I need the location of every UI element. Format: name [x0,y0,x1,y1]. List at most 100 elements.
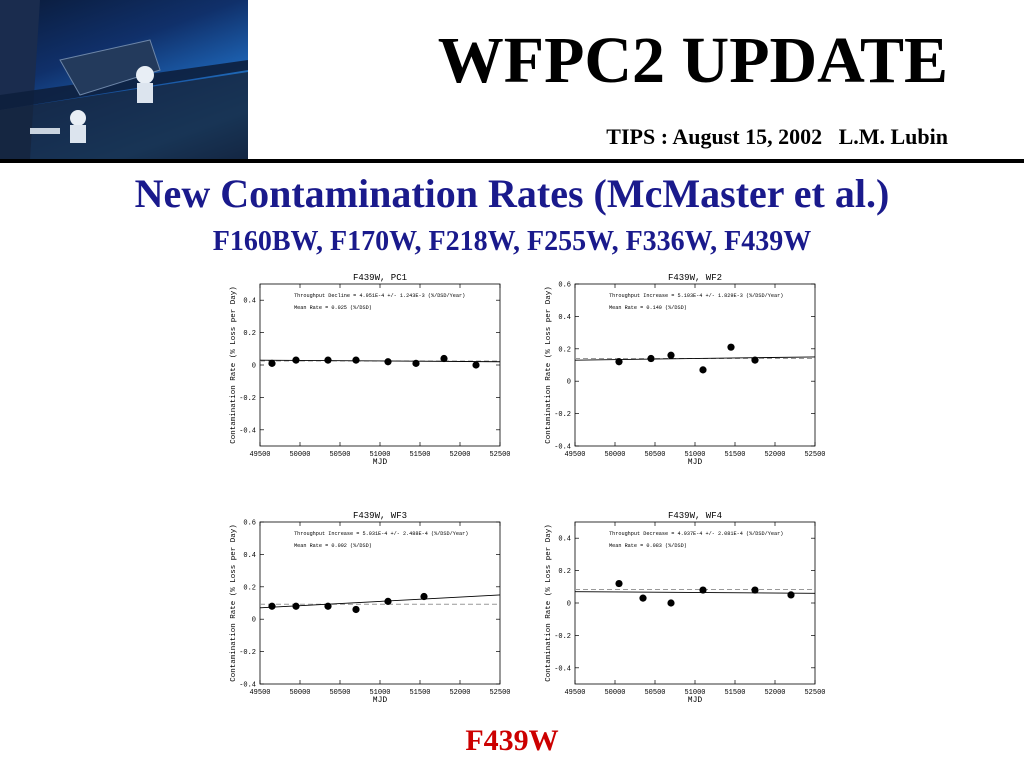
fit-line [259,594,501,609]
y-tick-label: -0.4 [239,427,256,435]
x-tick-label: 50500 [644,451,665,459]
x-tick-label: 51500 [409,689,430,697]
data-point [420,592,428,601]
x-tick-label: 50000 [289,451,310,459]
plot-frame [259,283,501,447]
x-tick-label: 52000 [449,451,470,459]
data-point [727,343,735,351]
y-tick-label: 0.2 [558,346,571,354]
y-tick-label: 0.4 [243,298,256,306]
y-tick-label: -0.4 [554,444,571,452]
chart-wf4: F439W, WF4 -0.4 -0.2 0 0.2 0.4 49500 50000 50500… [545,511,826,705]
spacewalk-illustration [0,0,248,160]
slide-subtitle: TIPS : August 15, 2002 L.M. Lubin [606,124,948,149]
data-point [472,361,480,369]
x-tick-label: 50500 [329,689,350,697]
x-axis-label: MJD [688,458,703,467]
y-tick-label: 0.4 [243,552,256,560]
data-point [615,579,623,588]
x-axis-label: MJD [688,696,703,705]
data-point [268,602,276,610]
x-tick-label: 51500 [724,689,745,697]
data-point [647,354,655,363]
astronaut-photo [0,0,248,160]
chart-annotation: Mean Rate = 0.025 (%/DSD) [294,305,372,311]
x-tick-label: 51000 [369,689,390,697]
y-axis-label: Contamination Rate (% Loss per Day) [230,286,238,444]
x-axis-label: MJD [373,696,388,705]
chart-title: F439W, WF3 [353,511,407,521]
plot-frame [574,521,816,685]
data-point [412,359,420,367]
slide-title: WFPC2 UPDATE [437,24,948,97]
y-tick-label: -0.2 [554,633,571,641]
x-tick-label: 51500 [409,451,430,459]
x-tick-label: 52000 [449,689,470,697]
section-heading: New Contamination Rates (McMaster et al.… [134,171,890,216]
data-point [615,358,623,366]
y-tick-label: 0 [567,601,571,609]
y-tick-label: 0.2 [243,330,256,338]
y-tick-label: 0 [567,379,571,387]
chart-annotation: Throughput Decrease = 4.937E-4 +/- 2.081… [609,531,783,537]
fit-line [574,356,816,361]
x-tick-label: 52500 [489,451,510,459]
y-tick-label: -0.4 [554,665,571,673]
y-tick-label: 0.6 [243,520,256,528]
y-tick-label: 0.4 [558,314,571,322]
x-tick-label: 51500 [724,451,745,459]
data-point [751,586,759,594]
chart-wf3: F439W, WF3 -0.4 -0.2 0 0.2 0.4 0.6 49500 50000 50… [230,511,511,705]
data-point [440,354,448,363]
x-tick-label: 50500 [329,451,350,459]
data-point [667,599,675,607]
y-tick-label: -0.4 [239,682,256,690]
data-point [384,597,392,605]
x-tick-label: 51000 [684,689,705,697]
x-tick-label: 52500 [489,689,510,697]
data-point [699,366,707,374]
chart-annotation: Throughput Decline = 4.951E-4 +/- 1.243E… [294,293,465,299]
y-tick-label: -0.2 [554,411,571,419]
y-tick-label: 0.2 [243,584,256,592]
fit-line [259,359,501,363]
data-point [292,602,300,610]
data-point [292,356,300,364]
chart-title: F439W, PC1 [353,273,407,283]
data-point [268,359,276,367]
x-tick-label: 52000 [764,689,785,697]
chart-annotation: Mean Rate = 0.092 (%/DSD) [294,543,372,549]
x-tick-label: 50000 [604,689,625,697]
chart-panel-wf2: F439W, WF2 -0.4 -0.2 0 0.2 0.4 0.6 49500 50000 50… [537,268,827,468]
x-tick-label: 50500 [644,689,665,697]
x-axis-label: MJD [373,458,388,467]
y-axis-label: Contamination Rate (% Loss per Day) [545,524,553,682]
chart-panel-wf4: F439W, WF4 -0.4 -0.2 0 0.2 0.4 49500 50000 50500… [537,506,827,706]
x-tick-label: 51000 [684,451,705,459]
header-divider [0,159,1024,163]
data-point [324,356,332,364]
x-tick-label: 52500 [804,689,825,697]
y-tick-label: 0 [252,617,256,625]
x-tick-label: 50000 [604,451,625,459]
x-tick-label: 52500 [804,451,825,459]
x-tick-label: 49500 [249,451,270,459]
x-tick-label: 51000 [369,451,390,459]
data-point [384,358,392,366]
plot-frame [259,521,501,685]
y-tick-label: -0.2 [239,395,256,403]
data-point [639,594,647,602]
x-tick-label: 49500 [564,451,585,459]
chart-annotation: Mean Rate = 0.140 (%/DSD) [609,305,687,311]
data-point [699,586,707,594]
chart-panel-wf3: F439W, WF3 -0.4 -0.2 0 0.2 0.4 0.6 49500 50000 50… [222,506,512,706]
y-tick-label: 0.2 [558,568,571,576]
chart-panel-pc1: F439W, PC1 -0.4 -0.2 0 0.2 0.4 49500 50000 50500… [222,268,512,468]
plot-frame [574,283,816,447]
chart-annotation: Mean Rate = 0.083 (%/DSD) [609,543,687,549]
chart-pc1: F439W, PC1 -0.4 -0.2 0 0.2 0.4 49500 50000 50500… [230,273,511,467]
chart-title: F439W, WF4 [668,511,722,521]
y-tick-label: 0.4 [558,536,571,544]
chart-title: F439W, WF2 [668,273,722,283]
chart-wf2: F439W, WF2 -0.4 -0.2 0 0.2 0.4 0.6 49500 50000 50… [545,273,826,467]
